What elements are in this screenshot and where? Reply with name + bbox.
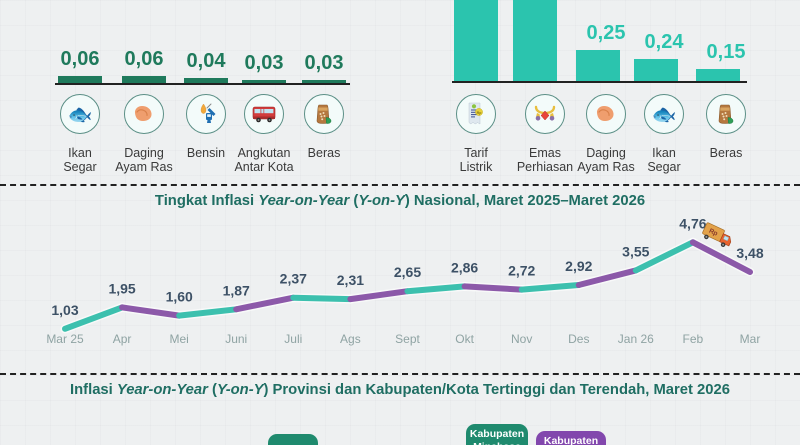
svg-text:1,60: 1,60 (166, 289, 193, 305)
svg-text:Juni: Juni (225, 332, 247, 346)
svg-text:2,92: 2,92 (565, 258, 592, 274)
svg-text:2,72: 2,72 (508, 263, 535, 279)
svg-text:Mar: Mar (740, 332, 761, 346)
svg-text:1,87: 1,87 (223, 282, 250, 298)
svg-text:Sept: Sept (395, 332, 420, 346)
svg-text:Apr: Apr (113, 332, 132, 346)
svg-text:Mar 25: Mar 25 (46, 332, 84, 346)
svg-text:1,95: 1,95 (108, 280, 135, 296)
svg-text:Mei: Mei (170, 332, 189, 346)
svg-text:Ags: Ags (340, 332, 361, 346)
svg-text:Feb: Feb (683, 332, 704, 346)
svg-text:Des: Des (568, 332, 589, 346)
svg-text:2,31: 2,31 (337, 272, 364, 288)
svg-text:Okt: Okt (455, 332, 474, 346)
svg-text:Jan 26: Jan 26 (618, 332, 654, 346)
svg-text:2,65: 2,65 (394, 264, 421, 280)
svg-text:2,86: 2,86 (451, 259, 478, 275)
svg-text:2,37: 2,37 (280, 271, 307, 287)
svg-text:3,55: 3,55 (622, 243, 649, 259)
svg-text:Nov: Nov (511, 332, 532, 346)
svg-text:Juli: Juli (284, 332, 302, 346)
svg-text:3,48: 3,48 (736, 245, 763, 261)
svg-text:1,03: 1,03 (51, 302, 78, 318)
